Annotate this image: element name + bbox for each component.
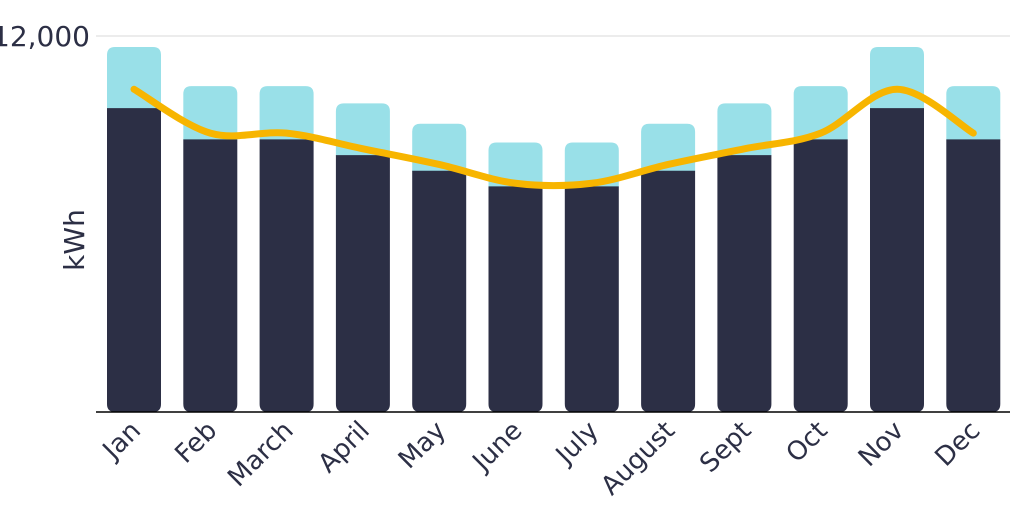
bar-segment-base	[641, 170, 696, 412]
bar-segment-base	[335, 155, 390, 413]
trend-line	[130, 85, 977, 190]
bar-segment-top	[107, 46, 161, 110]
bar-segment-base	[870, 108, 924, 413]
bar-segment-top	[488, 142, 543, 188]
x-tick-label: March	[222, 416, 299, 493]
x-tick-label: Feb	[169, 416, 223, 470]
bar-segment-base	[793, 139, 848, 412]
bar-segment-top	[870, 46, 924, 110]
line-series	[130, 85, 977, 190]
bar-segment-base	[107, 108, 161, 413]
x-tick-label: June	[466, 416, 529, 479]
x-tick-label: May	[393, 416, 452, 475]
bar-segment-base	[183, 139, 238, 412]
bar-segment-base	[259, 139, 314, 412]
bar-segment-top	[259, 86, 314, 141]
bar-segment-base	[412, 170, 467, 412]
x-tick-label: Sept	[694, 416, 757, 479]
bar-segment-base	[946, 139, 1001, 412]
x-tick-label: Jan	[96, 416, 147, 467]
x-tick-label: August	[595, 416, 681, 502]
x-tick-label: Oct	[781, 416, 834, 469]
y-tick-label: 12,000	[0, 20, 90, 53]
x-tick-label: Nov	[853, 416, 910, 473]
y-axis-title: kWh	[58, 209, 91, 271]
bar-segment-base	[488, 186, 543, 412]
bar-segment-base	[717, 155, 772, 413]
y-tick-labels: 12,000	[0, 20, 90, 53]
bar-segment-top	[564, 142, 619, 188]
x-tick-label: April	[313, 416, 376, 479]
x-tick-label: July	[549, 416, 605, 472]
bar-segment-base	[564, 186, 619, 412]
x-tick-label: Dec	[929, 416, 986, 473]
